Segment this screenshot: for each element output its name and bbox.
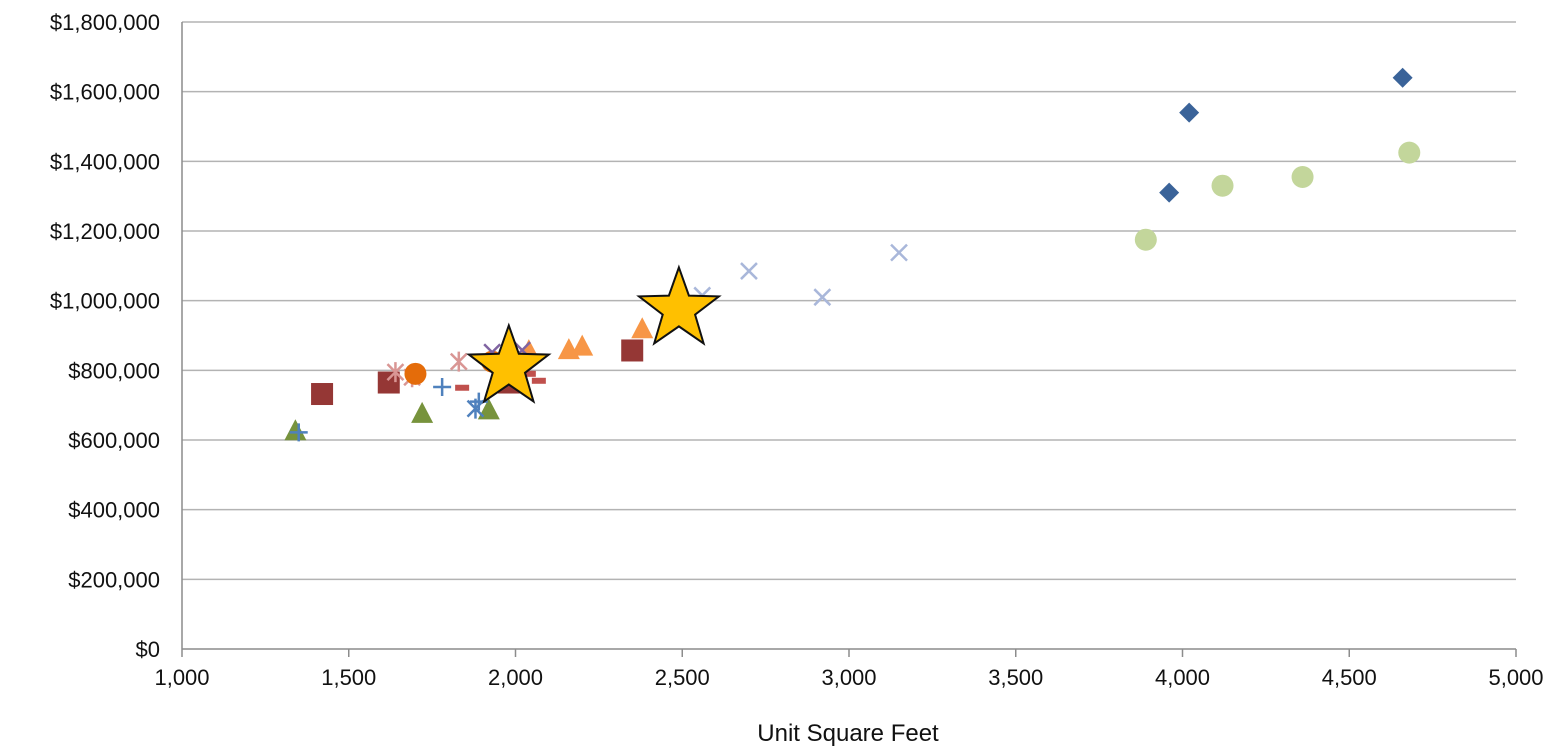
data-point-dash — [521, 370, 536, 377]
data-point-x — [890, 243, 908, 262]
data-point-plus — [433, 378, 452, 397]
y-tick-label: $1,400,000 — [50, 149, 160, 174]
data-point-x — [813, 288, 832, 307]
data-point-asterisk — [386, 362, 405, 383]
y-tick-label: $600,000 — [68, 428, 160, 453]
x-tick-label: 4,000 — [1155, 665, 1210, 690]
data-point-square — [311, 383, 334, 406]
data-point-triangle — [284, 419, 307, 441]
x-axis-tick-labels: 1,000 1,500 2,000 2,500 3,000 3,500 4,000 4,500… — [154, 665, 1543, 690]
data-point-plus — [289, 423, 308, 442]
data-point-circle — [404, 362, 427, 385]
y-tick-label: $1,600,000 — [50, 80, 160, 105]
y-tick-label: $1,000,000 — [50, 289, 160, 314]
data-point-circle — [1211, 174, 1234, 197]
data-point-circle — [1134, 228, 1157, 251]
x-tick-label: 4,500 — [1322, 665, 1377, 690]
data-point-circle — [1398, 141, 1421, 164]
x-tick-label: 1,000 — [154, 665, 209, 690]
data-point-x — [740, 262, 758, 280]
data-point-dash — [531, 377, 546, 384]
data-point-triangle — [477, 398, 500, 420]
data-point-diamond — [1392, 67, 1413, 88]
data-point-square — [621, 339, 644, 362]
y-tick-label: $200,000 — [68, 567, 160, 592]
data-point-asterisk — [449, 351, 468, 372]
y-tick-label: $400,000 — [68, 498, 160, 523]
y-tick-label: $1,800,000 — [50, 10, 160, 35]
x-tick-label: 1,500 — [321, 665, 376, 690]
y-tick-label: $0 — [136, 637, 160, 662]
x-tick-label: 2,500 — [655, 665, 710, 690]
data-point-diamond — [1159, 182, 1180, 203]
data-point-star — [466, 322, 552, 404]
data-point-circle — [1291, 166, 1314, 189]
x-axis-title: Unit Square Feet — [757, 720, 939, 747]
axes — [181, 22, 1517, 657]
grid-lines — [182, 21, 1516, 581]
data-point-diamond — [1179, 102, 1200, 123]
x-tick-label: 3,000 — [821, 665, 876, 690]
x-tick-label: 2,000 — [488, 665, 543, 690]
data-points — [284, 67, 1421, 442]
y-axis-tick-labels: $0 $200,000 $400,000 $600,000 $800,000 $1,000… — [50, 10, 160, 662]
data-point-dash — [455, 384, 470, 391]
data-point-triangle — [411, 401, 434, 423]
data-point-star — [636, 264, 722, 346]
data-point-triangle — [631, 317, 654, 339]
data-point-triangle — [571, 334, 594, 356]
y-tick-label: $1,200,000 — [50, 219, 160, 244]
y-tick-label: $800,000 — [68, 358, 160, 383]
x-tick-label: 5,000 — [1488, 665, 1543, 690]
x-tick-label: 3,500 — [988, 665, 1043, 690]
data-point-asterisk — [466, 398, 485, 419]
